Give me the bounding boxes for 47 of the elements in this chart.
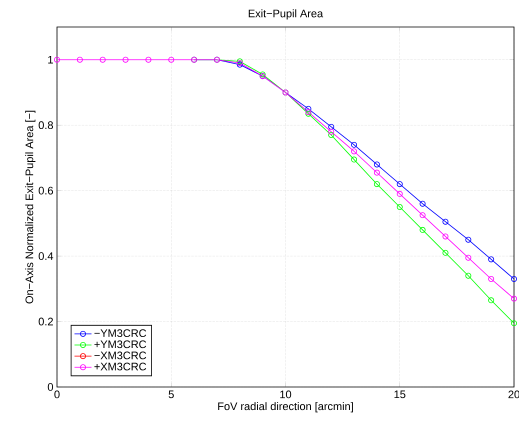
point [420,212,426,218]
point [374,161,380,168]
point [442,218,448,225]
chart-title: Exit−Pupil Area [248,9,324,20]
legend-label: −XM3CRC [94,352,146,360]
legend-label: −YM3CRC [94,329,146,338]
point [442,233,448,240]
point [328,124,334,130]
point [305,106,312,112]
y-tick-label: 1 [48,56,53,64]
point [488,276,494,282]
point [396,181,403,188]
point [465,254,472,261]
y-tick-label: 0 [48,383,54,391]
x-axis-title: FoV radial direction [arcmin] [218,402,353,412]
point [465,272,472,279]
point [488,297,494,304]
point [145,56,152,63]
point [442,250,448,256]
point [351,148,358,154]
x-tick-label: 5 [168,390,174,398]
point [396,204,403,210]
point [122,56,129,63]
y-tick-label: 0.8 [38,121,53,130]
y-tick-label: 0.4 [38,252,54,260]
x-tick-label: 15 [394,390,406,398]
point [168,56,174,63]
point [328,132,334,138]
point [351,156,358,163]
point [100,56,106,63]
point [488,256,494,262]
y-tick-label: 0.2 [38,318,53,326]
y-tick-label: 0.6 [38,186,53,195]
point [328,128,334,135]
point [420,226,426,233]
y-axis-title: On−Axis Normalized Exit−Pupil Area [−] [25,110,36,304]
x-tick-label: 0 [54,390,60,398]
point [374,181,380,188]
point [351,142,358,148]
point [465,236,472,243]
x-tick-label: 10 [280,390,292,398]
point [420,200,426,207]
point [374,170,380,176]
legend-label: +YM3CRC [94,340,146,348]
point [76,56,83,63]
point [396,190,403,197]
legend-label: +XM3CRC [94,362,146,370]
